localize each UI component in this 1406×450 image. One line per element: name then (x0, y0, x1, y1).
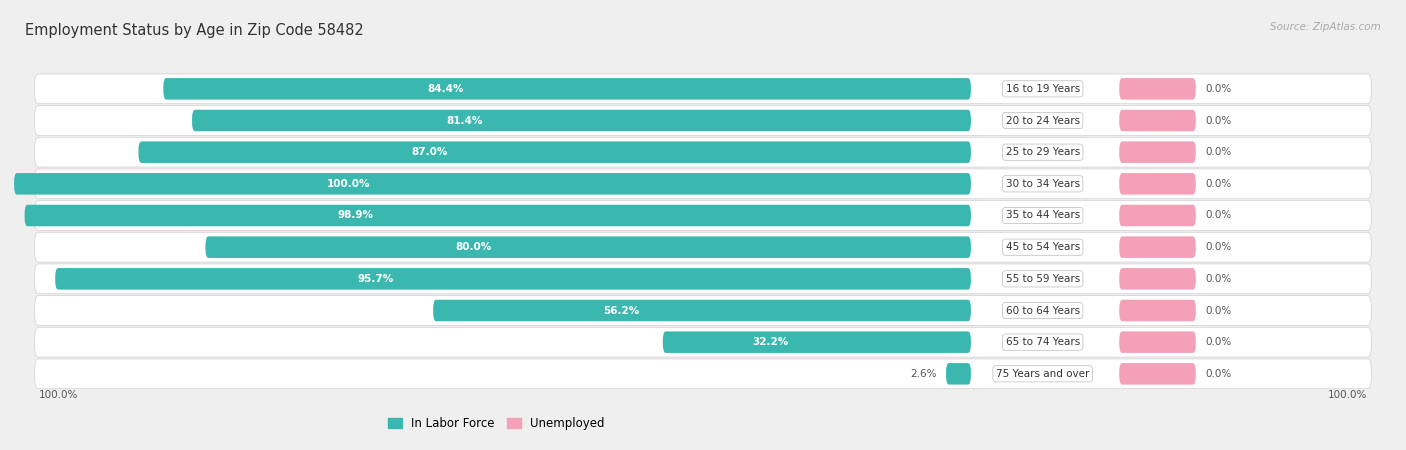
FancyBboxPatch shape (1119, 236, 1195, 258)
Text: 75 Years and over: 75 Years and over (995, 369, 1090, 379)
FancyBboxPatch shape (433, 300, 972, 321)
FancyBboxPatch shape (1119, 110, 1195, 131)
Text: 100.0%: 100.0% (39, 390, 79, 400)
FancyBboxPatch shape (35, 137, 1371, 167)
Text: 81.4%: 81.4% (447, 116, 482, 126)
FancyBboxPatch shape (35, 232, 1371, 262)
Text: 0.0%: 0.0% (1205, 369, 1232, 379)
Text: 35 to 44 Years: 35 to 44 Years (1005, 211, 1080, 220)
FancyBboxPatch shape (1119, 78, 1195, 99)
FancyBboxPatch shape (35, 74, 1371, 104)
FancyBboxPatch shape (662, 331, 972, 353)
FancyBboxPatch shape (35, 169, 1371, 199)
FancyBboxPatch shape (1119, 363, 1195, 385)
Text: 16 to 19 Years: 16 to 19 Years (1005, 84, 1080, 94)
Text: 0.0%: 0.0% (1205, 211, 1232, 220)
Text: 100.0%: 100.0% (328, 179, 371, 189)
FancyBboxPatch shape (163, 78, 972, 99)
FancyBboxPatch shape (14, 173, 972, 194)
Text: 45 to 54 Years: 45 to 54 Years (1005, 242, 1080, 252)
FancyBboxPatch shape (946, 363, 972, 385)
FancyBboxPatch shape (55, 268, 972, 290)
FancyBboxPatch shape (35, 327, 1371, 357)
FancyBboxPatch shape (1119, 331, 1195, 353)
Text: 20 to 24 Years: 20 to 24 Years (1005, 116, 1080, 126)
FancyBboxPatch shape (1119, 268, 1195, 290)
Text: 100.0%: 100.0% (1327, 390, 1367, 400)
Text: 0.0%: 0.0% (1205, 116, 1232, 126)
Legend: In Labor Force, Unemployed: In Labor Force, Unemployed (382, 412, 610, 435)
Text: 80.0%: 80.0% (456, 242, 492, 252)
FancyBboxPatch shape (205, 236, 972, 258)
Text: 2.6%: 2.6% (910, 369, 936, 379)
FancyBboxPatch shape (24, 205, 972, 226)
FancyBboxPatch shape (138, 141, 972, 163)
FancyBboxPatch shape (35, 264, 1371, 294)
Text: 0.0%: 0.0% (1205, 274, 1232, 284)
Text: Source: ZipAtlas.com: Source: ZipAtlas.com (1270, 22, 1381, 32)
Text: 0.0%: 0.0% (1205, 84, 1232, 94)
Text: Employment Status by Age in Zip Code 58482: Employment Status by Age in Zip Code 584… (25, 22, 364, 37)
FancyBboxPatch shape (35, 106, 1371, 135)
Text: 65 to 74 Years: 65 to 74 Years (1005, 337, 1080, 347)
FancyBboxPatch shape (1119, 141, 1195, 163)
Text: 30 to 34 Years: 30 to 34 Years (1005, 179, 1080, 189)
Text: 55 to 59 Years: 55 to 59 Years (1005, 274, 1080, 284)
Text: 0.0%: 0.0% (1205, 337, 1232, 347)
Text: 0.0%: 0.0% (1205, 179, 1232, 189)
Text: 84.4%: 84.4% (427, 84, 464, 94)
Text: 25 to 29 Years: 25 to 29 Years (1005, 147, 1080, 157)
Text: 0.0%: 0.0% (1205, 242, 1232, 252)
FancyBboxPatch shape (1119, 300, 1195, 321)
FancyBboxPatch shape (35, 296, 1371, 325)
Text: 98.9%: 98.9% (337, 211, 374, 220)
FancyBboxPatch shape (193, 110, 972, 131)
FancyBboxPatch shape (1119, 205, 1195, 226)
FancyBboxPatch shape (1119, 173, 1195, 194)
Text: 32.2%: 32.2% (752, 337, 789, 347)
FancyBboxPatch shape (35, 359, 1371, 389)
FancyBboxPatch shape (35, 201, 1371, 230)
Text: 0.0%: 0.0% (1205, 147, 1232, 157)
Text: 56.2%: 56.2% (603, 306, 640, 315)
Text: 0.0%: 0.0% (1205, 306, 1232, 315)
Text: 60 to 64 Years: 60 to 64 Years (1005, 306, 1080, 315)
Text: 87.0%: 87.0% (412, 147, 449, 157)
Text: 95.7%: 95.7% (357, 274, 394, 284)
